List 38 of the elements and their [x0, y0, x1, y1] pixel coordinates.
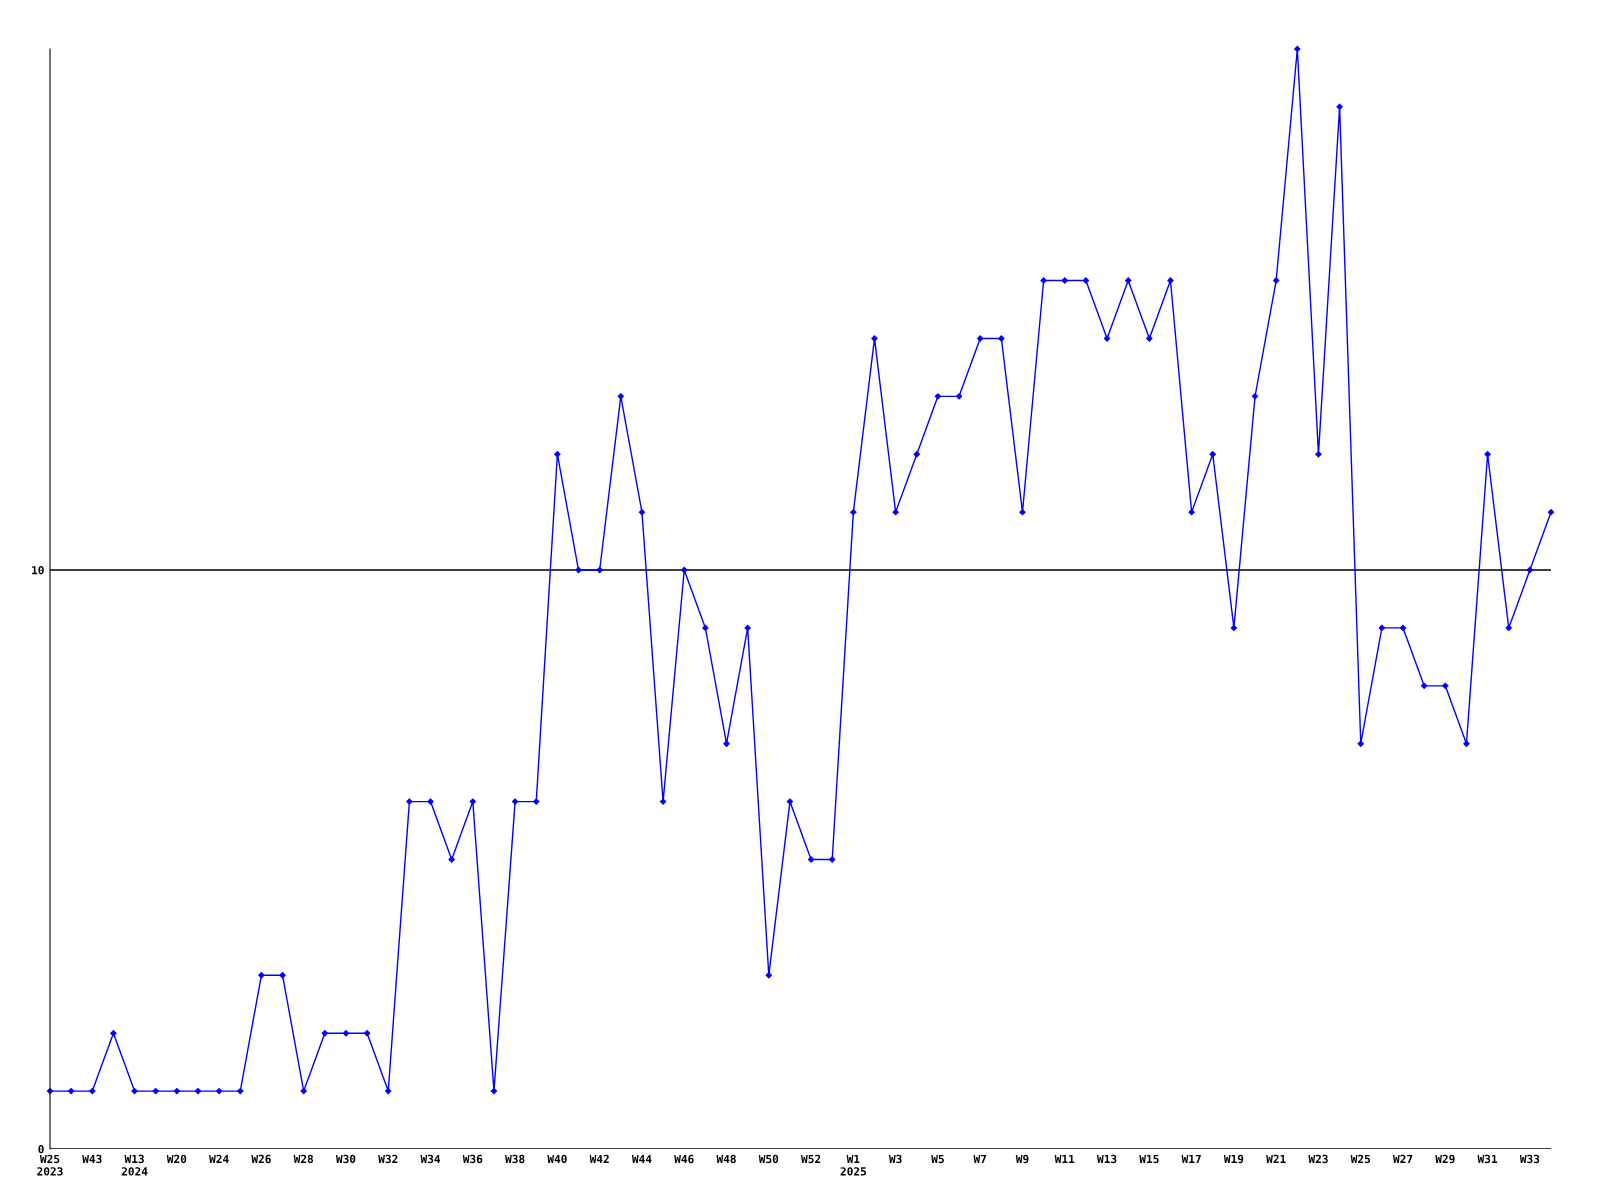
x-tick-label: W42: [589, 1154, 609, 1163]
x-tick-label: W28: [293, 1154, 314, 1164]
x-tick-label: W26: [251, 1154, 271, 1164]
x-tick-label: W15: [1139, 1154, 1159, 1164]
x-tick-label: W11: [1054, 1154, 1075, 1163]
x-tick-label: W1 2025: [840, 1154, 866, 1176]
x-tick-label: W44: [631, 1154, 652, 1163]
x-tick-label: W13: [1097, 1154, 1117, 1164]
x-tick-label: W32: [378, 1154, 398, 1164]
x-tick-label: W33: [1519, 1154, 1540, 1164]
y-tick-label: 0: [38, 1144, 44, 1154]
x-tick-label: W25 2023: [37, 1154, 63, 1176]
x-tick-label: W13 2024: [121, 1154, 148, 1176]
x-tick-label: W25: [1350, 1154, 1371, 1164]
x-tick-label: W20: [166, 1154, 187, 1164]
x-tick-label: W30: [335, 1154, 356, 1164]
x-tick-label: W3: [888, 1154, 902, 1164]
x-tick-label: W52: [801, 1154, 821, 1164]
x-tick-label: W50: [758, 1154, 779, 1164]
x-tick-label: W9: [1015, 1154, 1029, 1164]
x-tick-label: W48: [716, 1154, 736, 1164]
y-tick-label: 10: [32, 566, 44, 575]
x-tick-label: W27: [1393, 1154, 1413, 1163]
x-tick-label: W46: [674, 1154, 694, 1164]
x-tick-label: W7: [973, 1154, 987, 1163]
x-tick-label: W36: [462, 1154, 483, 1164]
x-tick-label: W34: [420, 1154, 441, 1164]
x-tick-label: W17: [1181, 1154, 1201, 1163]
x-tick-label: W40: [547, 1154, 567, 1164]
x-tick-label: W24: [209, 1154, 229, 1163]
x-tick-label: W21: [1266, 1154, 1286, 1163]
x-tick-label: W29: [1435, 1154, 1455, 1164]
x-tick-label: W38: [505, 1154, 525, 1164]
x-tick-label: W5: [931, 1154, 944, 1164]
x-tick-label: W19: [1223, 1154, 1244, 1164]
x-tick-label: W43: [82, 1154, 102, 1164]
x-tick-label: W31: [1477, 1154, 1498, 1164]
x-tick-label: W23: [1308, 1154, 1328, 1164]
